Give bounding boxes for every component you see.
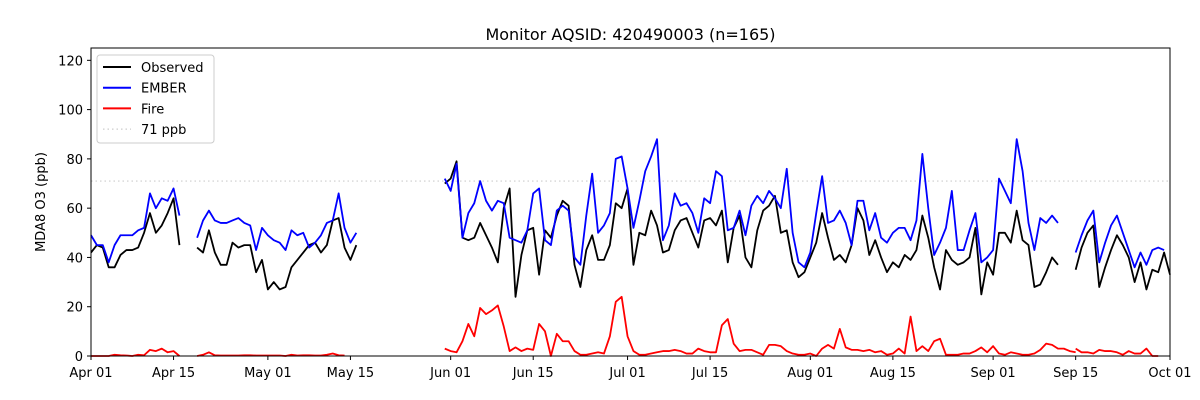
series-fire [91, 295, 1159, 357]
x-tick-label: Apr 15 [152, 366, 195, 381]
series-observed [90, 160, 1171, 298]
plot-frame [90, 47, 1171, 357]
legend-label: 71 ppb [141, 123, 186, 138]
x-tick-label: May 01 [244, 366, 292, 381]
x-tick-label: Jun 15 [512, 366, 554, 381]
series-line-observed-0 [90, 197, 181, 269]
series-line-ember-0 [90, 187, 181, 264]
series-line-observed-3 [1074, 224, 1171, 291]
y-axis-label: MDA8 O3 (ppb) [34, 152, 49, 252]
x-tick-label: May 15 [327, 366, 375, 381]
series-line-fire-2 [444, 295, 1076, 357]
legend-box [96, 54, 215, 144]
series-line-fire-3 [1075, 347, 1159, 357]
legend-label: EMBER [141, 82, 187, 97]
x-tick-label: Aug 01 [787, 366, 833, 381]
y-tick-label: 0 [75, 350, 83, 365]
y-tick-label: 40 [66, 251, 83, 266]
chart-title: Monitor AQSID: 420490003 (n=165) [485, 25, 775, 44]
y-tick-label: 120 [58, 54, 83, 69]
series-line-ember-1 [196, 192, 358, 251]
x-axis: Apr 01 Apr 15 May 01 May 15 Jun 01 Jun 15 Jul … [69, 356, 1192, 381]
series-line-ember-3 [1074, 209, 1165, 269]
series-line-observed-1 [196, 217, 358, 291]
legend: Observed EMBER Fire 71 ppb [96, 54, 215, 144]
x-tick-label: Oct 01 [1148, 366, 1191, 381]
legend-label: Observed [141, 61, 204, 76]
series-line-fire-1 [196, 351, 345, 357]
series-line-observed-2 [444, 160, 1059, 298]
x-tick-label: Jul 01 [608, 366, 645, 381]
y-tick-label: 20 [66, 301, 83, 316]
legend-label: Fire [141, 102, 164, 117]
x-tick-label: Sep 15 [1053, 366, 1098, 381]
series-ember [90, 138, 1165, 269]
y-tick-label: 100 [58, 104, 83, 119]
series-line-fire-0 [91, 347, 181, 357]
y-tick-label: 60 [66, 202, 83, 217]
x-tick-label: Sep 01 [971, 366, 1016, 381]
y-tick-label: 80 [66, 153, 83, 168]
x-tick-label: Jun 01 [429, 366, 471, 381]
x-tick-label: Aug 15 [870, 366, 916, 381]
x-tick-label: Jul 15 [691, 366, 728, 381]
y-axis: 0 20 40 60 80 100 120 [58, 54, 91, 365]
series-line-ember-2 [443, 138, 1059, 269]
x-tick-label: Apr 01 [69, 366, 112, 381]
